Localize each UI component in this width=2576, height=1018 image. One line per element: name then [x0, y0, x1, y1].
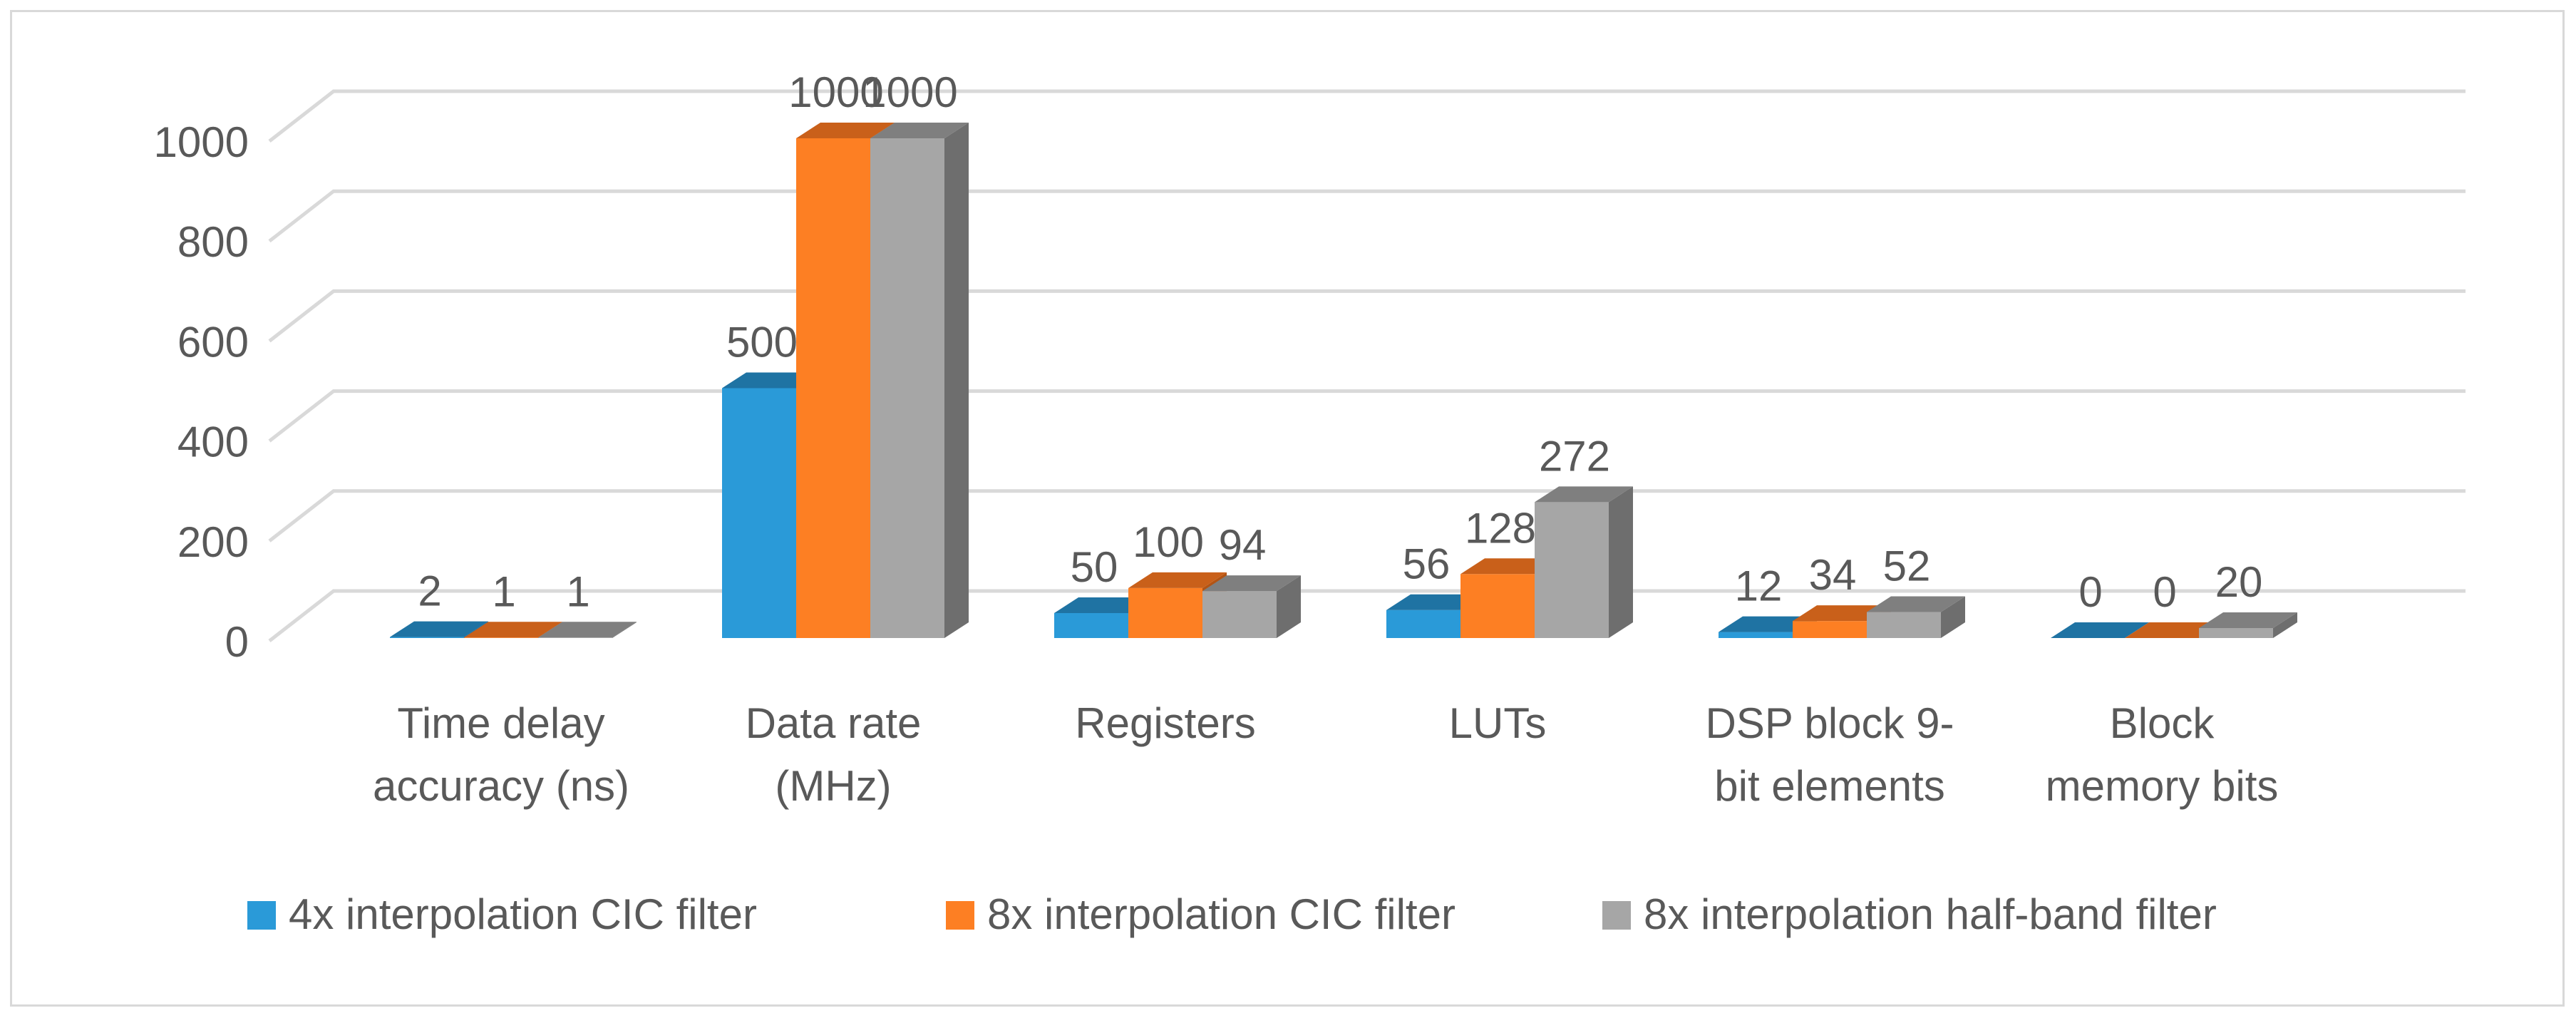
legend-swatch: [247, 901, 276, 930]
data-label: 1000: [788, 68, 883, 116]
legend-label: 8x interpolation half-band filter: [1644, 890, 2217, 938]
y-tick-label: 400: [177, 418, 249, 466]
bar: [2051, 622, 2149, 638]
y-tick-label: 800: [177, 218, 249, 266]
gridlines: [268, 89, 2466, 642]
data-label: 128: [1465, 504, 1536, 552]
data-label: 50: [1071, 543, 1118, 591]
category-labels: Time delay accuracy (ns) Data rate (MHz) Reg…: [373, 699, 2278, 810]
data-label: 56: [1403, 540, 1451, 588]
data-label: 1000: [862, 68, 957, 116]
bar: [1202, 575, 1301, 638]
bar: [2125, 622, 2223, 638]
data-label: 12: [1735, 562, 1783, 610]
bar: [2199, 612, 2297, 638]
gridline: [268, 589, 2466, 642]
bar: [1535, 486, 1633, 638]
data-label: 0: [2078, 568, 2102, 616]
bars: [390, 123, 2297, 638]
data-label: 34: [1809, 551, 1857, 599]
legend-swatch: [1602, 901, 1631, 930]
bar: [1054, 597, 1153, 638]
data-label: 100: [1133, 518, 1204, 566]
category-label: Block memory bits: [2046, 699, 2279, 810]
y-tick-label: 200: [177, 518, 249, 566]
bar: [870, 123, 969, 638]
gridline: [268, 489, 2466, 543]
bar: [1867, 596, 1965, 638]
chart-frame: 0 200 400 600 800 1000 2 1 1 500 1000 1000 50 100 94 5…: [10, 10, 2565, 1007]
data-label: 2: [418, 567, 441, 615]
y-tick-label: 0: [225, 618, 249, 666]
gridline: [268, 289, 2466, 343]
y-tick-label: 1000: [154, 118, 249, 166]
y-axis-ticks: 0 200 400 600 800 1000: [154, 118, 249, 666]
legend-label: 8x interpolation CIC filter: [987, 890, 1456, 938]
category-label: LUTs: [1449, 699, 1547, 747]
y-tick-label: 600: [177, 318, 249, 366]
data-label: 0: [2153, 568, 2176, 616]
data-label: 94: [1219, 521, 1267, 569]
data-label: 52: [1883, 543, 1931, 590]
category-label: Time delay accuracy (ns): [373, 699, 629, 810]
legend-item: 8x interpolation CIC filter: [946, 890, 1456, 938]
data-label: 20: [2215, 558, 2263, 606]
legend-item: 8x interpolation half-band filter: [1602, 890, 2217, 938]
data-label: 500: [726, 319, 798, 366]
category-label: Data rate (MHz): [746, 699, 922, 810]
category-label: Registers: [1075, 699, 1255, 747]
gridline: [268, 189, 2466, 243]
legend-item: 4x interpolation CIC filter: [247, 890, 757, 938]
legend-swatch: [946, 901, 974, 930]
gridline: [268, 89, 2466, 143]
legend-label: 4x interpolation CIC filter: [289, 890, 757, 938]
bar: [538, 622, 637, 638]
data-label: 1: [492, 567, 515, 615]
data-label: 1: [566, 567, 589, 615]
category-label: DSP block 9-bit elements: [1705, 699, 1954, 810]
data-label: 272: [1539, 432, 1610, 480]
legend: 4x interpolation CIC filter 8x interpolat…: [247, 890, 2217, 938]
gridline: [268, 389, 2466, 443]
